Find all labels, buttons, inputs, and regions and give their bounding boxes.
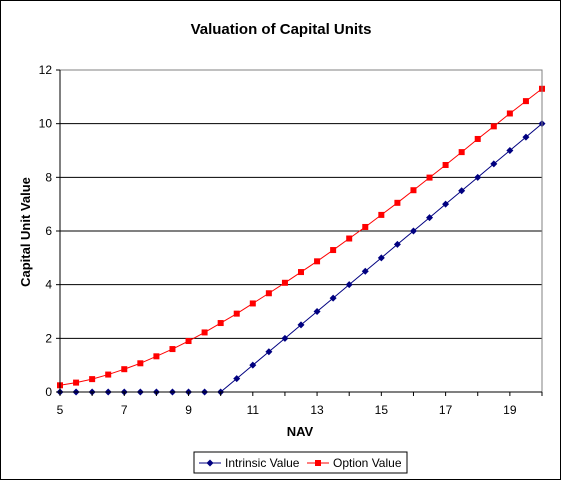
data-point-intrinsic-value — [490, 160, 498, 168]
data-point-intrinsic-value — [393, 240, 401, 248]
data-point-option-value — [362, 223, 369, 230]
y-axis: 0 2 4 6 8 10 12 — [39, 63, 61, 399]
x-tick-label: 7 — [121, 403, 128, 417]
data-point-option-value — [249, 300, 256, 307]
data-point-option-value — [458, 149, 465, 156]
legend-label-option-value: Option Value — [333, 456, 402, 470]
data-point-option-value — [153, 353, 160, 360]
data-point-option-value — [73, 379, 80, 386]
y-tick-label: 0 — [45, 385, 52, 399]
data-point-option-value — [506, 110, 513, 117]
data-point-option-value — [442, 161, 449, 168]
x-tick-label: 11 — [247, 403, 260, 417]
y-tick-label: 6 — [45, 224, 52, 238]
data-point-intrinsic-value — [249, 361, 257, 369]
data-point-option-value — [217, 320, 224, 327]
x-tick-label: 17 — [439, 403, 453, 417]
chart-title: Valuation of Capital Units — [191, 21, 372, 38]
data-point-intrinsic-value — [442, 200, 450, 208]
y-tick-label: 10 — [39, 117, 53, 131]
data-point-option-value — [330, 247, 337, 254]
data-point-option-value — [137, 360, 144, 367]
data-point-option-value — [346, 235, 353, 242]
legend-item-intrinsic-value: Intrinsic Value — [199, 456, 300, 470]
data-point-intrinsic-value — [377, 254, 385, 262]
data-point-intrinsic-value — [233, 375, 241, 383]
data-point-option-value — [314, 258, 321, 265]
data-point-option-value — [378, 211, 385, 218]
data-point-option-value — [185, 338, 192, 345]
data-point-intrinsic-value — [361, 267, 369, 275]
data-point-intrinsic-value — [474, 173, 482, 181]
data-point-option-value — [281, 279, 288, 286]
data-point-option-value — [201, 329, 208, 336]
x-tick-label: 19 — [503, 403, 517, 417]
data-point-option-value — [169, 346, 176, 353]
gridlines — [60, 123, 542, 339]
legend-label-intrinsic-value: Intrinsic Value — [225, 456, 300, 470]
data-point-intrinsic-value — [506, 147, 514, 154]
data-point-option-value — [265, 290, 272, 297]
data-point-option-value — [474, 135, 481, 142]
data-point-option-value — [490, 123, 497, 130]
y-tick-label: 4 — [45, 278, 52, 292]
legend-marker-option-value — [315, 460, 321, 466]
x-axis: 5 7 9 11 13 15 17 19 — [57, 391, 543, 417]
y-tick-label: 2 — [45, 331, 52, 345]
data-point-option-value — [298, 269, 304, 276]
legend-marker-intrinsic-value — [206, 459, 214, 467]
data-point-option-value — [522, 98, 529, 105]
data-point-intrinsic-value — [313, 308, 321, 315]
data-point-intrinsic-value — [409, 227, 417, 235]
legend-item-option-value: Option Value — [307, 456, 402, 470]
y-axis-title: Capital Unit Value — [18, 177, 33, 287]
data-point-option-value — [394, 199, 401, 206]
y-tick-label: 8 — [45, 170, 52, 184]
data-point-intrinsic-value — [281, 334, 289, 342]
y-tick-label: 12 — [39, 63, 53, 77]
legend: Intrinsic Value Option Value — [193, 451, 408, 474]
legend-box — [193, 451, 408, 474]
data-point-option-value — [410, 187, 417, 194]
data-point-intrinsic-value — [297, 321, 305, 329]
data-point-option-value — [105, 371, 112, 378]
data-point-intrinsic-value — [522, 133, 530, 141]
x-tick-label: 5 — [57, 403, 64, 417]
x-tick-label: 13 — [310, 403, 324, 417]
data-point-option-value — [233, 310, 240, 317]
data-point-option-value — [426, 174, 433, 181]
data-point-intrinsic-value — [329, 294, 337, 302]
data-point-option-value — [121, 366, 128, 373]
x-axis-title: NAV — [287, 424, 314, 439]
x-tick-label: 15 — [375, 403, 389, 417]
data-point-intrinsic-value — [345, 281, 353, 289]
data-point-intrinsic-value — [426, 214, 434, 222]
data-point-option-value — [89, 376, 96, 383]
data-point-intrinsic-value — [265, 348, 273, 356]
data-point-intrinsic-value — [458, 187, 466, 195]
x-tick-label: 9 — [185, 403, 192, 417]
plot-area — [56, 69, 546, 396]
